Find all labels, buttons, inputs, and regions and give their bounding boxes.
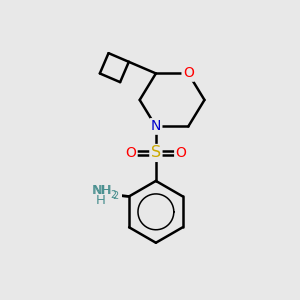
Text: NH: NH xyxy=(93,184,112,197)
Text: O: O xyxy=(176,146,186,160)
Text: S: S xyxy=(151,146,161,160)
Text: 2: 2 xyxy=(112,191,119,201)
Text: O: O xyxy=(125,146,136,160)
Text: NH: NH xyxy=(91,184,111,197)
Text: O: O xyxy=(183,66,194,80)
Bar xyxy=(80,183,122,204)
Text: 2: 2 xyxy=(110,190,117,200)
Text: H: H xyxy=(96,194,106,207)
Text: N: N xyxy=(151,119,161,134)
